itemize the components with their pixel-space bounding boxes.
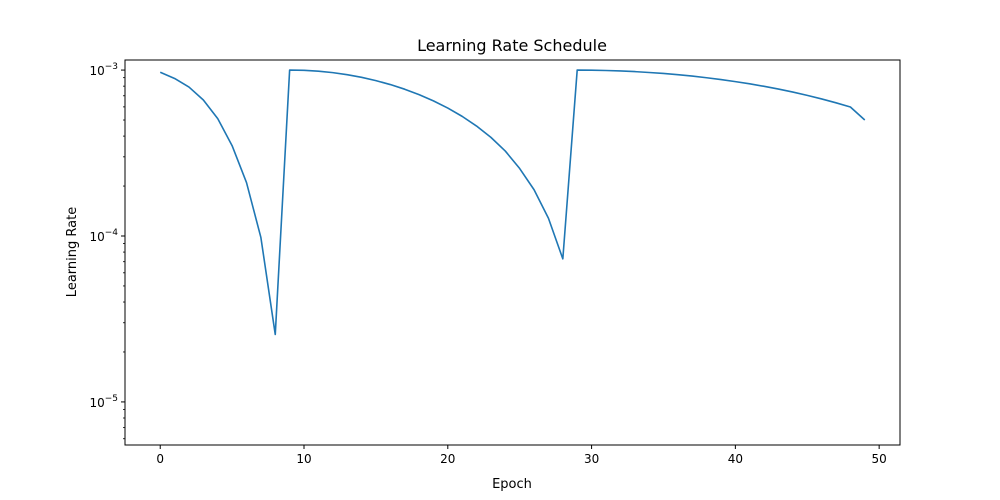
x-tick-label: 0 (156, 452, 164, 466)
x-tick-label: 50 (872, 452, 887, 466)
y-tick-label: 10−3 (89, 62, 118, 78)
x-axis-ticks: 0 10 20 30 40 50 (156, 445, 887, 466)
chart-title: Learning Rate Schedule (417, 36, 607, 55)
x-tick-label: 20 (440, 452, 455, 466)
series-line (159, 69, 866, 336)
x-tick-label: 10 (296, 452, 311, 466)
x-axis-label: Epoch (492, 477, 532, 492)
y-tick-label: 10−5 (89, 394, 118, 410)
x-tick-label: 40 (728, 452, 743, 466)
y-tick-label: 10−4 (89, 228, 118, 244)
y-axis-ticks: 10−5 10−4 10−3 (89, 62, 125, 440)
series-layer (159, 69, 866, 336)
x-tick-label: 30 (584, 452, 599, 466)
y-axis-label: Learning Rate (65, 207, 80, 297)
plot-area (124, 59, 901, 446)
